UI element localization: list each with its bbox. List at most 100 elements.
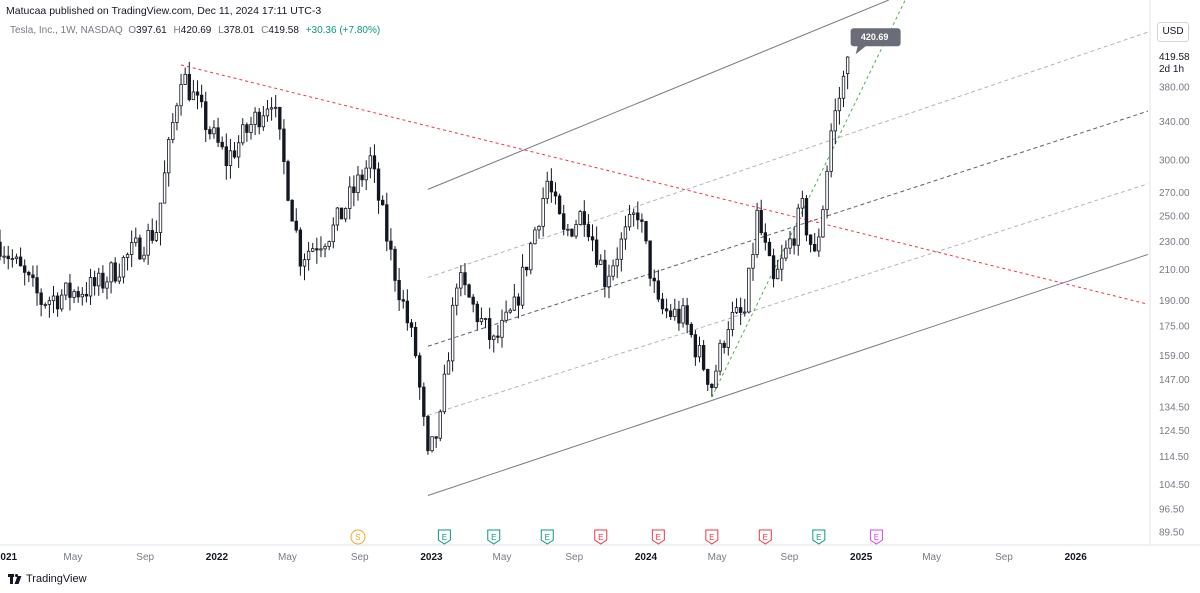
price-tick-label: 159.00 [1159, 351, 1190, 362]
candle [14, 253, 19, 264]
candle-body [228, 150, 233, 166]
candle-body [422, 386, 426, 417]
candle [92, 270, 97, 296]
price-tick-label: 230.00 [1159, 237, 1190, 248]
candle-body [463, 272, 467, 286]
candle-body [751, 254, 755, 269]
currency-button[interactable]: USD [1157, 22, 1189, 42]
candle [483, 317, 488, 329]
candle [191, 79, 196, 101]
candle-body [101, 272, 105, 289]
earnings-icon [651, 529, 665, 545]
candle-body [808, 234, 813, 245]
candle [380, 195, 385, 206]
earnings-event-marker[interactable]: E [437, 529, 451, 545]
candle-body [84, 293, 89, 297]
candle-body [348, 186, 352, 209]
time-tick-label: May [278, 552, 297, 563]
candle [409, 319, 414, 338]
candle [142, 246, 146, 263]
candle-body [631, 212, 636, 215]
candle-body [813, 244, 817, 252]
uptrend-line [711, 0, 906, 398]
earnings-event-marker[interactable]: E [540, 529, 554, 545]
earnings-icon [758, 529, 772, 545]
candle [146, 223, 150, 265]
candle-body [648, 240, 652, 279]
candle [780, 244, 784, 282]
candle [393, 246, 397, 292]
candle-body [804, 198, 809, 236]
earnings-event-marker[interactable]: E [705, 529, 719, 545]
candle-body [397, 279, 401, 301]
candle-body [158, 202, 163, 233]
candle-body [265, 108, 270, 117]
candle-body [697, 345, 702, 358]
candle [442, 364, 447, 415]
earnings-event-marker[interactable]: E [651, 529, 665, 545]
candle [179, 73, 183, 116]
event-label: S [355, 533, 360, 542]
candle-body [611, 265, 615, 277]
earnings-icon [869, 529, 883, 545]
candle-body [471, 296, 475, 305]
channel-lower-line [427, 253, 1149, 496]
candle-body [640, 219, 644, 222]
candle [738, 297, 743, 326]
candle-body [117, 276, 122, 282]
drawings-layer[interactable] [180, 0, 1149, 496]
candle [784, 240, 788, 262]
candle [726, 321, 730, 356]
candle-body [582, 211, 586, 225]
candle-body [105, 281, 109, 289]
candle [405, 289, 410, 331]
earnings-icon [540, 529, 554, 545]
candle [389, 228, 393, 261]
candle-body [817, 236, 821, 252]
time-axis[interactable]: 2021 May Sep 2022 May Sep 2023 May Sep 2024 May Sep… [0, 552, 1087, 563]
candle [504, 300, 508, 323]
high-callout-label: 420.69 [861, 32, 889, 42]
footer-brand[interactable]: TradingView [8, 573, 87, 585]
earnings-event-marker[interactable]: E [487, 529, 501, 545]
candle [175, 102, 179, 131]
candle [697, 336, 702, 363]
price-axis[interactable]: 89.50 96.50 104.50 114.50 124.50 134.50 147.00… [1159, 24, 1190, 539]
candle [776, 259, 780, 280]
candle [833, 98, 837, 145]
candle [549, 168, 554, 203]
candle [418, 352, 422, 400]
candle-body [685, 305, 689, 325]
candle-body [306, 250, 311, 261]
candle-body [455, 287, 459, 306]
symbol-title: Tesla, Inc., 1W, NASDAQ [10, 25, 123, 36]
candle [18, 247, 23, 267]
candle [167, 136, 171, 187]
close-value: 419.58 [268, 25, 299, 36]
candle-body [236, 142, 241, 158]
earnings-event-marker[interactable]: E [594, 529, 608, 545]
candle [463, 263, 467, 296]
candle [220, 136, 224, 150]
earnings-event-marker[interactable]: E [869, 529, 883, 545]
candle [241, 118, 245, 146]
candle [261, 105, 266, 131]
candle [265, 100, 270, 122]
split-event-marker[interactable]: S [350, 529, 366, 545]
candle-body [553, 191, 558, 197]
candle-body [475, 303, 479, 323]
price-tick-label: 250.00 [1159, 211, 1190, 222]
candle [594, 226, 599, 268]
candle-body [179, 84, 183, 107]
candle-body [385, 204, 389, 242]
candle [27, 270, 31, 283]
candle-body [549, 180, 554, 193]
earnings-event-marker[interactable]: E [758, 529, 772, 545]
candle-body [845, 56, 850, 75]
candle-body [76, 291, 80, 298]
open-label: O [128, 25, 137, 36]
earnings-event-marker[interactable]: E [812, 529, 826, 545]
candle [817, 228, 821, 257]
